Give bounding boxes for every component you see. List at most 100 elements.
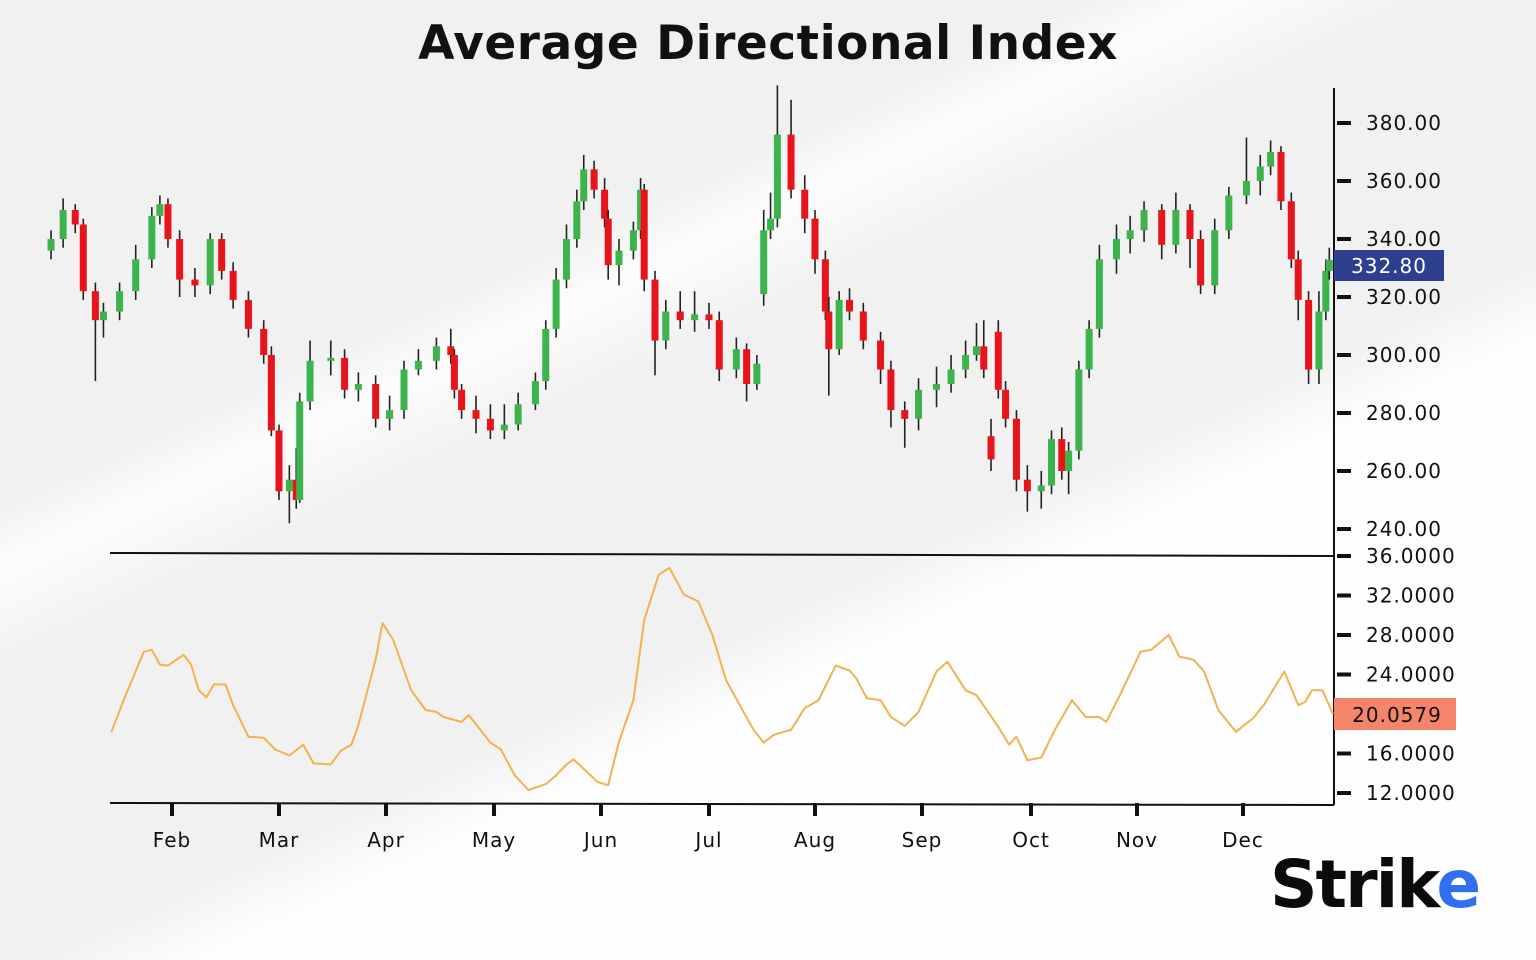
- candle: [432, 337, 440, 370]
- candle-body: [148, 215, 156, 260]
- candle-body: [973, 346, 980, 355]
- adx-point: [357, 724, 360, 726]
- candle: [980, 320, 988, 379]
- candle: [1002, 381, 1010, 428]
- candle-body: [1242, 181, 1250, 196]
- candle: [705, 302, 713, 329]
- candle-body: [901, 410, 909, 419]
- candle: [801, 175, 809, 234]
- candle-body: [372, 384, 380, 419]
- adx-point: [151, 649, 153, 651]
- candle-body: [825, 311, 833, 350]
- adx-tick-label: 28.0000: [1366, 623, 1456, 647]
- candle-body: [244, 299, 252, 329]
- adx-point: [1297, 704, 1300, 706]
- candle-body: [1140, 210, 1148, 231]
- price-ticks: 380.00 360.00 340.00 320.00 300.00 280.00 260.…: [1337, 111, 1442, 541]
- month-tick-label: Sep: [902, 828, 943, 852]
- candle-body: [947, 369, 955, 384]
- candle-body: [1065, 450, 1073, 471]
- candle-body: [176, 239, 184, 280]
- candle-body: [691, 314, 699, 321]
- adx-point: [879, 699, 882, 701]
- candle: [715, 311, 723, 382]
- adx-point: [1150, 649, 1152, 651]
- adx-point: [589, 774, 592, 777]
- candle: [1315, 291, 1323, 384]
- candle: [973, 323, 980, 361]
- candle-body: [400, 369, 408, 411]
- candle: [573, 189, 581, 248]
- adx-series: [110, 566, 1334, 791]
- adx-point: [213, 683, 215, 686]
- candle-body: [801, 189, 809, 219]
- month-tick-label: Dec: [1222, 828, 1264, 852]
- adx-point: [565, 763, 568, 766]
- adx-point: [224, 683, 227, 686]
- adx-point: [1105, 721, 1108, 723]
- month-tick-label: May: [472, 828, 516, 852]
- adx-point: [555, 774, 557, 777]
- month-tick-label: Jul: [693, 828, 722, 852]
- candle-body: [580, 169, 588, 202]
- candle-body: [640, 189, 648, 280]
- candle: [260, 320, 268, 364]
- candle-body: [447, 346, 455, 355]
- candle: [877, 331, 885, 384]
- candle: [244, 291, 252, 338]
- candle: [1095, 244, 1103, 338]
- candle-body: [1158, 210, 1166, 245]
- candle: [1325, 247, 1333, 280]
- candle-body: [787, 134, 795, 190]
- candle: [79, 218, 87, 300]
- adx-tick-label: 36.0000: [1366, 544, 1456, 568]
- adx-point: [865, 697, 868, 699]
- adx-tick-label: 32.0000: [1366, 584, 1456, 608]
- adx-point: [1015, 735, 1018, 738]
- candle: [267, 346, 275, 437]
- candle-body: [1002, 389, 1010, 419]
- adx-point: [302, 743, 304, 746]
- adx-point: [197, 689, 200, 692]
- candle-body: [1294, 259, 1302, 300]
- adx-point: [848, 669, 851, 672]
- candle: [562, 224, 570, 289]
- adx-point: [964, 689, 967, 692]
- candle-body: [1325, 259, 1333, 271]
- adx-point: [232, 704, 234, 706]
- logo-text-k: k: [1396, 846, 1438, 923]
- candle: [1277, 146, 1285, 210]
- adx-point: [632, 699, 635, 701]
- candle-body: [514, 404, 522, 425]
- candle-body: [1225, 195, 1233, 231]
- adx-point: [527, 789, 530, 791]
- candle: [47, 230, 55, 260]
- candle: [1158, 204, 1166, 260]
- candle-body: [191, 279, 199, 286]
- candle-body: [980, 346, 988, 370]
- candle-body: [306, 360, 314, 402]
- adx-point: [182, 653, 185, 656]
- candle: [1186, 204, 1194, 268]
- candle-body: [450, 355, 458, 390]
- candle: [1287, 192, 1295, 268]
- candle: [191, 268, 199, 297]
- adx-point: [190, 663, 192, 666]
- price-tick-label: 380.00: [1366, 111, 1442, 135]
- candle-body: [1023, 479, 1031, 492]
- adx-point: [834, 664, 837, 667]
- candle-body: [767, 218, 775, 231]
- adx-point: [1217, 709, 1220, 711]
- candle-body: [218, 239, 226, 271]
- candle: [901, 401, 909, 448]
- adx-point: [803, 707, 806, 709]
- candle-body: [552, 279, 560, 329]
- candle: [691, 291, 699, 332]
- candle: [604, 210, 612, 280]
- month-tick-label: Jun: [582, 828, 618, 852]
- adx-point: [1192, 658, 1195, 661]
- candle: [859, 302, 867, 350]
- candle: [580, 154, 588, 210]
- candle-body: [573, 201, 581, 239]
